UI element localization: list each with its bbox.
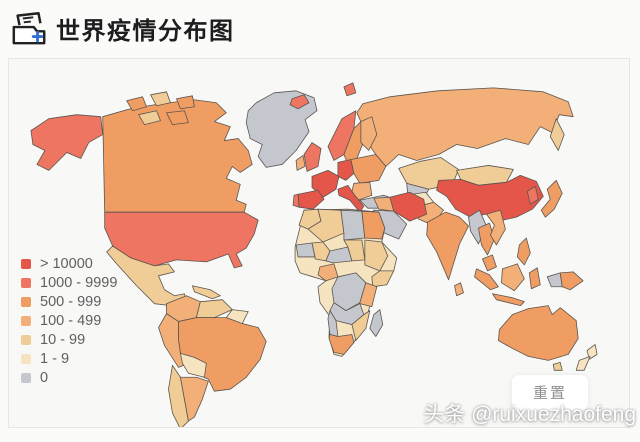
region-greenland[interactable] [245, 90, 318, 168]
legend-label: 1000 - 9999 [40, 275, 118, 291]
legend-item-2[interactable]: 500 - 999 [21, 294, 117, 310]
region-borneo[interactable] [501, 263, 525, 292]
legend-label: 1 - 9 [40, 351, 70, 367]
region-libya[interactable] [340, 209, 366, 241]
region-italy[interactable] [337, 184, 365, 213]
region-west_papua[interactable] [546, 272, 563, 288]
archive-plus-icon [12, 12, 46, 45]
legend-item-1[interactable]: 1000 - 9999 [21, 275, 118, 291]
legend-item-6[interactable]: 0 [21, 370, 117, 386]
region-ethiopia[interactable] [371, 270, 395, 288]
legend-swatch [21, 259, 31, 269]
region-uk[interactable] [303, 142, 322, 172]
region-iraq_syria[interactable] [373, 196, 395, 212]
region-chad[interactable] [343, 239, 366, 262]
region-tasmania[interactable] [552, 361, 563, 371]
reset-button[interactable]: 重置 [510, 374, 589, 411]
region-cuba[interactable] [192, 285, 221, 300]
legend-swatch [21, 297, 31, 307]
region-east_africa[interactable] [359, 282, 378, 308]
region-sumatra[interactable] [474, 268, 499, 291]
region-svalbard[interactable] [343, 82, 357, 97]
legend-item-0[interactable]: > 10000 [21, 256, 117, 272]
region-nigeria[interactable] [317, 263, 339, 282]
region-kamchatka[interactable] [549, 118, 565, 151]
region-madagascar[interactable] [369, 309, 384, 337]
region-java[interactable] [492, 293, 525, 307]
legend-swatch [21, 278, 31, 288]
region-ireland[interactable] [295, 155, 306, 171]
region-eastern_europe[interactable] [350, 154, 387, 184]
region-argentina[interactable] [180, 376, 209, 422]
legend-swatch [21, 316, 31, 326]
region-france[interactable] [311, 169, 340, 198]
region-vietnam[interactable] [486, 209, 506, 246]
legend-swatch [21, 373, 31, 383]
region-arctic_island_4[interactable] [138, 110, 161, 126]
region-india[interactable] [426, 211, 469, 281]
page-header: 世界疫情分布图 [0, 0, 640, 56]
region-mozambique[interactable] [351, 310, 371, 341]
region-venezuela[interactable] [195, 299, 233, 318]
legend-item-4[interactable]: 10 - 99 [21, 332, 117, 348]
region-sulawesi[interactable] [528, 267, 541, 290]
legend-label: > 10000 [40, 256, 93, 272]
region-china[interactable] [436, 174, 544, 222]
region-arctic_island_2[interactable] [150, 91, 171, 107]
region-egypt[interactable] [361, 210, 386, 240]
region-new_zealand_south[interactable] [575, 355, 591, 371]
legend-label: 500 - 999 [40, 294, 102, 310]
region-arctic_island_1[interactable] [126, 96, 147, 112]
region-spain[interactable] [297, 189, 325, 210]
region-finland[interactable] [360, 116, 378, 151]
region-arctic_island_5[interactable] [166, 110, 189, 126]
region-balkans[interactable] [351, 181, 373, 201]
region-south_africa[interactable] [328, 334, 355, 355]
region-iceland[interactable] [289, 94, 310, 110]
map-panel: > 10000 1000 - 9999 500 - 999 100 - 499 10 -… [8, 58, 630, 428]
region-congo[interactable] [331, 272, 367, 312]
region-australia[interactable] [498, 305, 579, 361]
region-south_korea[interactable] [526, 185, 539, 205]
world-map[interactable] [9, 59, 629, 427]
region-bolivia[interactable] [180, 353, 207, 378]
legend-swatch [21, 335, 31, 345]
legend-label: 0 [40, 370, 49, 386]
region-canada[interactable] [102, 99, 253, 213]
legend-item-5[interactable]: 1 - 9 [21, 351, 117, 367]
legend-label: 10 - 99 [40, 332, 86, 348]
map-legend: > 10000 1000 - 9999 500 - 999 100 - 499 10 -… [21, 256, 118, 386]
region-mexico[interactable] [106, 245, 187, 307]
region-germany[interactable] [337, 159, 355, 181]
legend-swatch [21, 354, 31, 364]
region-papua_new_guinea[interactable] [559, 271, 584, 291]
region-niger[interactable] [325, 246, 353, 264]
page-title: 世界疫情分布图 [56, 17, 235, 45]
region-malaysia[interactable] [482, 254, 497, 272]
region-russia[interactable] [356, 87, 574, 167]
region-philippines[interactable] [516, 237, 531, 266]
region-japan[interactable] [540, 179, 563, 218]
region-thailand[interactable] [478, 222, 495, 256]
legend-label: 100 - 499 [40, 313, 102, 329]
region-arctic_island_3[interactable] [176, 95, 195, 110]
legend-item-3[interactable]: 100 - 499 [21, 313, 117, 329]
region-sri_lanka[interactable] [454, 282, 464, 297]
region-new_zealand_north[interactable] [586, 344, 598, 360]
region-alaska[interactable] [30, 114, 104, 171]
region-portugal[interactable] [292, 193, 300, 208]
